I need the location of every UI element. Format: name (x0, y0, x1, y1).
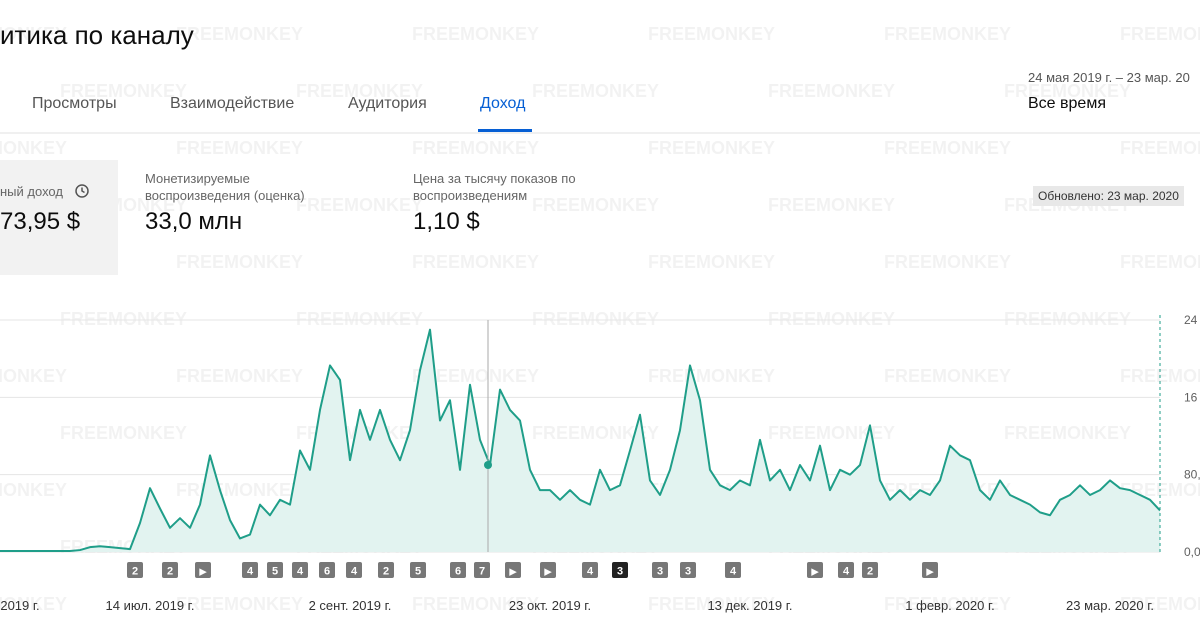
watermark: FREEMONKEY (648, 252, 775, 272)
watermark: FREEMONKEY (532, 309, 659, 329)
tab-active[interactable]: Доход (480, 95, 526, 112)
tab[interactable]: Взаимодействие (170, 95, 295, 112)
watermark: FREEMONKEY (1004, 81, 1131, 101)
watermark: FREEMONKEY (884, 594, 1011, 614)
watermark: FREEMONKEY (648, 366, 775, 386)
metric-value: 33,0 млн (145, 208, 243, 235)
watermark: FREEMONKEY (412, 480, 539, 500)
watermark: FREEMONKEY (60, 537, 187, 557)
watermark: FREEMONKEY (176, 24, 303, 44)
watermark: FREEMONKEY (0, 366, 67, 386)
metric-label: ный доход (0, 184, 63, 199)
watermark: FREEMONKEY (1120, 252, 1200, 272)
watermark: FREEMONKEY (176, 138, 303, 158)
watermark: FREEMONKEY (1120, 366, 1200, 386)
watermark: FREEMONKEY (296, 423, 423, 443)
watermark: FREEMONKEY (768, 537, 895, 557)
watermark: FREEMONKEY (412, 138, 539, 158)
metric-value: 73,95 $ (0, 208, 81, 235)
watermark: FREEMONKEY (768, 309, 895, 329)
watermark: FREEMONKEY (176, 480, 303, 500)
watermark: FREEMONKEY (1004, 309, 1131, 329)
clock-icon (75, 184, 89, 198)
watermark: FREEMONKEY (648, 594, 775, 614)
watermark: FREEMONKEY (648, 480, 775, 500)
watermark: FREEMONKEY (296, 309, 423, 329)
watermark: FREEMONKEY (1120, 594, 1200, 614)
date-range: 24 мая 2019 г. – 23 мар. 20 (1028, 70, 1190, 85)
watermark: FREEMONKEY (884, 24, 1011, 44)
metric-card-selected[interactable] (0, 160, 118, 275)
watermark: FREEMONKEY (296, 81, 423, 101)
watermark: FREEMONKEY (532, 537, 659, 557)
tab-underline (478, 129, 532, 132)
watermark: FREEMONKEY (884, 138, 1011, 158)
watermark: FREEMONKEY (1004, 423, 1131, 443)
watermark: FREEMONKEY (296, 195, 423, 215)
watermark: FREEMONKEY (176, 594, 303, 614)
watermark: FREEMONKEY (768, 423, 895, 443)
period-selector[interactable]: Все время (1028, 95, 1106, 112)
watermark: FREEMONKEY (176, 366, 303, 386)
watermark: FREEMONKEY (768, 195, 895, 215)
metric-label: Монетизируемые воспроизведения (оценка) (145, 171, 305, 203)
watermark: FREEMONKEY (1120, 138, 1200, 158)
watermark: FREEMONKEY (884, 480, 1011, 500)
watermark: FREEMONKEY (532, 195, 659, 215)
watermark: FREEMONKEY (0, 24, 67, 44)
watermark: FREEMONKEY (884, 366, 1011, 386)
watermark: FREEMONKEY (412, 366, 539, 386)
watermark: FREEMONKEY (412, 594, 539, 614)
watermark: FREEMONKEY (648, 24, 775, 44)
watermark: FREEMONKEY (532, 423, 659, 443)
watermark: FREEMONKEY (1120, 24, 1200, 44)
watermark: FREEMONKEY (0, 594, 67, 614)
tab[interactable]: Просмотры (32, 95, 117, 112)
watermark: FREEMONKEY (60, 423, 187, 443)
watermark: FREEMONKEY (768, 81, 895, 101)
watermark: FREEMONKEY (532, 81, 659, 101)
watermark: FREEMONKEY (176, 252, 303, 272)
tab[interactable]: Аудитория (348, 95, 427, 112)
page-title: итика по каналу (0, 20, 194, 50)
watermark: FREEMONKEY (412, 252, 539, 272)
watermark: FREEMONKEY (60, 81, 187, 101)
watermark: FREEMONKEY (412, 24, 539, 44)
watermark: FREEMONKEY (0, 138, 67, 158)
watermark: FREEMONKEY (648, 138, 775, 158)
watermark: FREEMONKEY (1120, 480, 1200, 500)
updated-badge: Обновлено: 23 мар. 2020 (1033, 186, 1184, 206)
watermark: FREEMONKEY (1004, 537, 1131, 557)
metric-label: Цена за тысячу показов по воспроизведени… (413, 171, 576, 203)
watermark: FREEMONKEY (296, 537, 423, 557)
watermark: FREEMONKEY (884, 252, 1011, 272)
metric-value: 1,10 $ (413, 208, 480, 235)
watermark: FREEMONKEY (60, 309, 187, 329)
watermark: FREEMONKEY (0, 480, 67, 500)
